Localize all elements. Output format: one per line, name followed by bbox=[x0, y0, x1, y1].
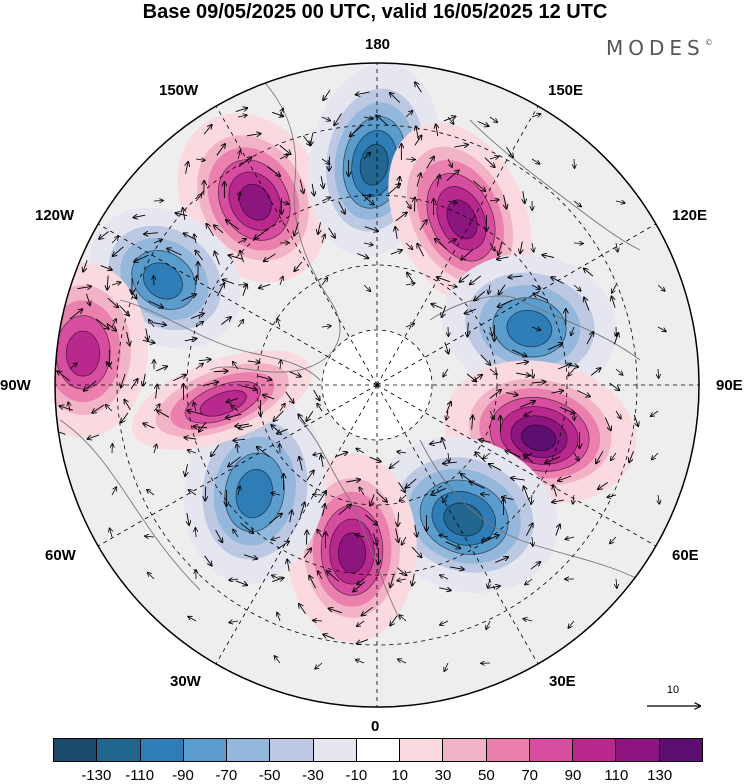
colorbar-swatch bbox=[357, 739, 400, 761]
colorbar-tick-label: 90 bbox=[565, 767, 582, 784]
lon-label-60e: 60E bbox=[672, 547, 699, 564]
colorbar bbox=[53, 738, 703, 762]
wind-arrow bbox=[574, 243, 583, 244]
colorbar-swatch bbox=[530, 739, 573, 761]
colorbar-swatch bbox=[616, 739, 659, 761]
reference-vector: 10 bbox=[647, 684, 700, 706]
lon-label-30e: 30E bbox=[549, 673, 576, 690]
colorbar-swatch bbox=[97, 739, 140, 761]
lon-label-120e: 120E bbox=[672, 207, 707, 224]
reference-vector-label: 10 bbox=[667, 684, 679, 696]
colorbar-tick-label: 70 bbox=[521, 767, 538, 784]
colorbar-tick-label: -10 bbox=[345, 767, 367, 784]
colorbar-tick-label: -70 bbox=[215, 767, 237, 784]
colorbar-swatch bbox=[184, 739, 227, 761]
colorbar-tick-label: 130 bbox=[647, 767, 672, 784]
colorbar-swatch bbox=[141, 739, 184, 761]
colorbar-swatch bbox=[443, 739, 486, 761]
lon-label-60w: 60W bbox=[45, 547, 76, 564]
colorbar-swatch bbox=[227, 739, 270, 761]
wind-arrow bbox=[154, 201, 163, 202]
anomaly-high bbox=[18, 262, 148, 438]
colorbar-tick-label: -30 bbox=[302, 767, 324, 784]
wind-arrow bbox=[574, 159, 575, 168]
colorbar-tick-label: -90 bbox=[172, 767, 194, 784]
colorbar-tick-label: -130 bbox=[81, 767, 111, 784]
lon-label-150e: 150E bbox=[548, 82, 583, 99]
lon-label-150w: 150W bbox=[159, 82, 198, 99]
wind-arrow bbox=[313, 495, 322, 496]
colorbar-tick-label: 50 bbox=[478, 767, 495, 784]
colorbar-swatch bbox=[54, 739, 97, 761]
colorbar-swatch bbox=[400, 739, 443, 761]
colorbar-tick-label: -50 bbox=[259, 767, 281, 784]
wind-arrow bbox=[205, 487, 206, 501]
lon-label-90w: 90W bbox=[0, 377, 31, 394]
colorbar-swatch bbox=[270, 739, 313, 761]
lon-label-0: 0 bbox=[371, 718, 379, 735]
colorbar-tick-label: 30 bbox=[435, 767, 452, 784]
lon-label-30w: 30W bbox=[170, 673, 201, 690]
lon-label-180: 180 bbox=[365, 36, 390, 53]
colorbar-swatch bbox=[660, 739, 702, 761]
lon-label-90e: 90E bbox=[716, 377, 743, 394]
colorbar-tick-label: 10 bbox=[391, 767, 408, 784]
colorbar-swatch bbox=[487, 739, 530, 761]
colorbar-swatch bbox=[573, 739, 616, 761]
colorbar-tick-label: 110 bbox=[604, 767, 628, 784]
colorbar-tick-label: -110 bbox=[125, 767, 154, 784]
colorbar-swatch bbox=[314, 739, 357, 761]
wind-arrow bbox=[204, 181, 205, 195]
lon-label-120w: 120W bbox=[35, 207, 74, 224]
